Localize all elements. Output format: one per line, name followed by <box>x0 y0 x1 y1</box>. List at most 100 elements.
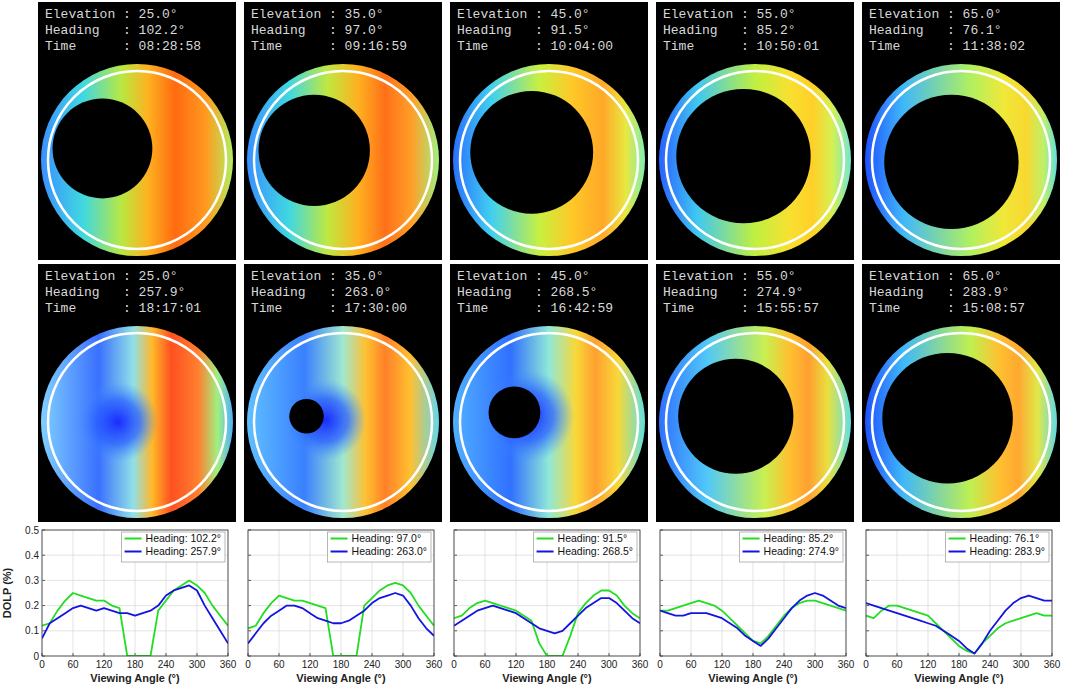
plot-frame <box>660 530 846 656</box>
sky-disk <box>453 326 645 518</box>
line-chart: 060120180240300360Heading: 76.1°Heading:… <box>863 530 1061 684</box>
tick-mark <box>104 653 105 656</box>
line-chart: 060120180240300360Heading: 85.2°Heading:… <box>657 530 855 684</box>
tick-label: 300 <box>601 659 618 670</box>
image-caption: Heading : 85.2° <box>663 23 796 38</box>
tick-mark <box>753 653 754 656</box>
image-caption: Elevation : 35.0° <box>251 7 384 22</box>
sky-disk <box>41 64 233 256</box>
line-chart: 060120180240300360Heading: 91.5°Heading:… <box>451 530 649 684</box>
sky-disk <box>247 326 439 518</box>
tick-label: 240 <box>158 659 175 670</box>
legend: Heading: 85.2°Heading: 274.9° <box>740 532 843 562</box>
tick-mark <box>722 653 723 656</box>
image-background <box>244 2 442 260</box>
image-caption: Time : 15:55:57 <box>663 301 819 316</box>
series-line <box>42 585 228 643</box>
tick-label: 180 <box>745 659 762 670</box>
tick-mark <box>897 653 898 656</box>
tick-label: 60 <box>685 659 697 670</box>
tick-label: 120 <box>302 659 319 670</box>
tick-mark <box>609 653 610 656</box>
grid-line <box>928 530 929 656</box>
viewing-ring <box>872 71 1050 249</box>
tick-label: 120 <box>96 659 113 670</box>
sky-disk <box>453 64 645 256</box>
dolp-image: Elevation : 45.0°Heading : 268.5°Time : … <box>450 264 648 522</box>
tick-mark <box>928 653 929 656</box>
legend-label: Heading: 257.9° <box>146 545 221 557</box>
series-line <box>248 593 434 643</box>
image-caption: Time : 17:30:00 <box>251 301 407 316</box>
tick-label: 0.4 <box>25 550 39 561</box>
legend: Heading: 76.1°Heading: 283.9° <box>946 532 1049 562</box>
tick-mark <box>866 555 869 556</box>
tick-label: 0 <box>451 659 457 670</box>
tick-mark <box>691 653 692 656</box>
legend-swatch <box>949 551 966 553</box>
tick-label: 360 <box>632 659 649 670</box>
grid-line <box>516 530 517 656</box>
tick-label: 240 <box>776 659 793 670</box>
masked-region <box>882 353 1013 484</box>
grid-line <box>279 530 280 656</box>
legend-box <box>534 532 637 562</box>
image-caption: Heading : 283.9° <box>869 285 1009 300</box>
image-caption: Time : 09:16:59 <box>251 39 407 54</box>
tick-label: 180 <box>127 659 144 670</box>
tick-label: 360 <box>426 659 443 670</box>
legend-label: Heading: 97.0° <box>352 532 422 544</box>
image-background <box>862 2 1060 260</box>
dolp-image: Elevation : 45.0°Heading : 91.5°Time : 1… <box>450 2 648 260</box>
plot-area <box>248 530 434 656</box>
sky-disk <box>865 64 1057 256</box>
tick-mark <box>815 653 816 656</box>
tick-label: 0 <box>863 659 869 670</box>
plot-frame <box>454 530 640 656</box>
viewing-ring <box>48 71 226 249</box>
tick-mark <box>197 653 198 656</box>
sky-disk <box>659 64 851 256</box>
dolp-image: Elevation : 35.0°Heading : 263.0°Time : … <box>244 264 442 522</box>
tick-label: 0 <box>39 659 45 670</box>
tick-mark <box>166 653 167 656</box>
axis-title: Viewing Angle (°) <box>90 672 180 684</box>
viewing-ring <box>254 333 432 511</box>
dolp-image: Elevation : 55.0°Heading : 85.2°Time : 1… <box>656 2 854 260</box>
image-background <box>862 264 1060 522</box>
tick-mark <box>1021 653 1022 656</box>
tick-label: 0.3 <box>25 575 39 586</box>
tick-label: 120 <box>920 659 937 670</box>
image-caption: Time : 16:42:59 <box>457 301 613 316</box>
viewing-ring <box>48 333 226 511</box>
low-dolp-region <box>482 370 574 462</box>
figure: Elevation : 25.0°Heading : 102.2°Time : … <box>0 0 1065 693</box>
masked-region <box>489 386 541 438</box>
viewing-ring <box>872 333 1050 511</box>
tick-label: 0 <box>657 659 663 670</box>
low-dolp-region <box>77 382 158 463</box>
tick-mark <box>866 580 869 581</box>
series-line <box>660 601 846 644</box>
tick-mark <box>660 630 663 631</box>
tick-label: 0 <box>245 659 251 670</box>
tick-mark <box>454 580 457 581</box>
tick-label: 60 <box>67 659 79 670</box>
dolp-image: Elevation : 55.0°Heading : 274.9°Time : … <box>656 264 854 522</box>
tick-mark <box>372 653 373 656</box>
tick-label: 60 <box>891 659 903 670</box>
series-line <box>454 590 640 656</box>
tick-mark <box>403 653 404 656</box>
legend-box <box>740 532 843 562</box>
image-caption: Time : 10:04:00 <box>457 39 613 54</box>
viewing-ring <box>666 333 844 511</box>
tick-mark <box>279 653 280 656</box>
tick-mark <box>990 653 991 656</box>
legend-swatch <box>537 538 554 540</box>
image-caption: Time : 10:50:01 <box>663 39 819 54</box>
data-group <box>454 590 640 656</box>
tick-mark <box>660 580 663 581</box>
image-caption: Heading : 91.5° <box>457 23 590 38</box>
series-line <box>454 598 640 633</box>
tick-mark <box>454 555 457 556</box>
